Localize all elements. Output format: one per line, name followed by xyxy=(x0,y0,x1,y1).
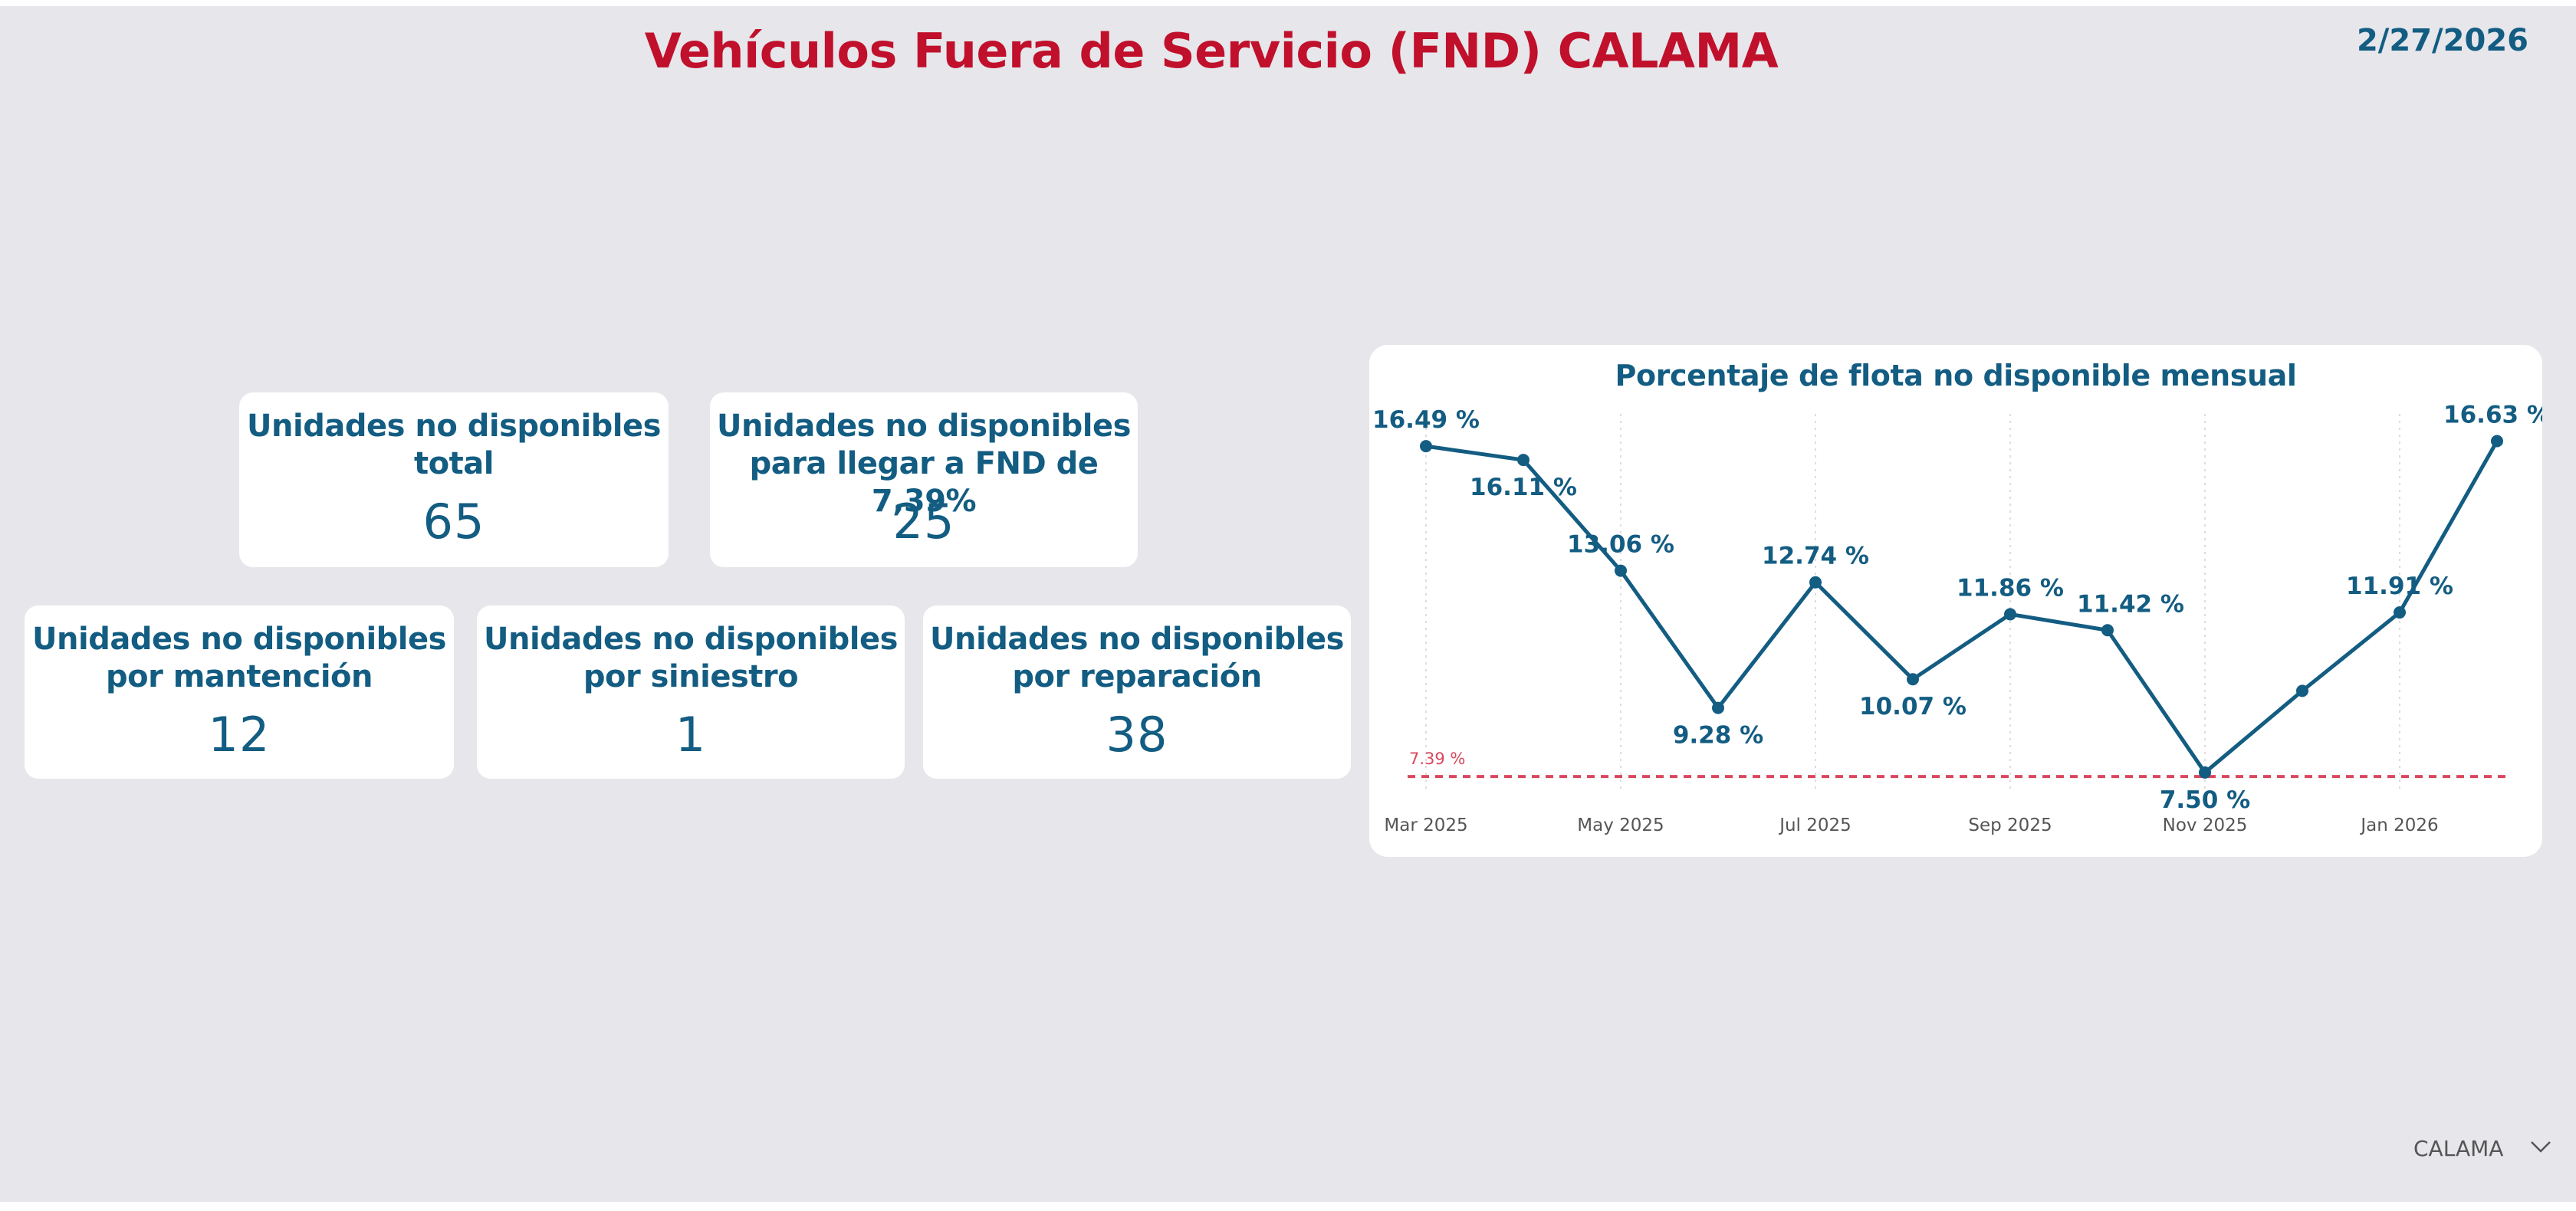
kpi-card-total[interactable]: Unidades no disponibles total 65 xyxy=(239,392,669,567)
data-label: 9.28 % xyxy=(1673,722,1763,750)
kpi-label: Unidades no disponibles para llegar a FN… xyxy=(717,409,1131,519)
kpi-label: Unidades no disponibles por siniestro xyxy=(484,622,898,694)
data-point xyxy=(1712,701,1724,714)
x-tick-label: May 2025 xyxy=(1577,816,1664,835)
data-point xyxy=(1420,440,1432,453)
data-point xyxy=(2491,435,2503,448)
data-point xyxy=(2101,624,2114,637)
data-point xyxy=(2394,606,2406,619)
x-tick-label: Jan 2026 xyxy=(2359,816,2438,835)
x-tick-label: Nov 2025 xyxy=(2163,816,2248,835)
data-label: 10.07 % xyxy=(1859,693,1967,720)
data-point xyxy=(2296,684,2308,697)
chevron-down-icon[interactable] xyxy=(2528,1137,2553,1156)
data-label: 16.49 % xyxy=(1372,406,1480,434)
data-label: 11.42 % xyxy=(2077,590,2184,618)
data-point xyxy=(1517,454,1530,467)
data-point xyxy=(2199,766,2211,779)
data-label: 11.91 % xyxy=(2346,573,2453,600)
data-label: 13.06 % xyxy=(1567,531,1674,559)
kpi-value: 12 xyxy=(208,707,271,763)
line-chart-svg: 7.39 % 16.49 % 16.11 % 13.06 % 9.28 % 12.74 %… xyxy=(1372,402,2542,835)
kpi-label: Unidades no disponibles total xyxy=(247,409,661,481)
chart-title: Porcentaje de flota no disponible mensua… xyxy=(1615,359,2297,392)
x-tick-label: Jul 2025 xyxy=(1778,816,1852,835)
monthly-unavailable-chart[interactable]: Porcentaje de flota no disponible mensua… xyxy=(1369,345,2542,857)
report-canvas: Vehículos Fuera de Servicio (FND) CALAMA… xyxy=(0,6,2576,1202)
kpi-value: 1 xyxy=(675,707,707,763)
series-line xyxy=(1425,440,2499,775)
kpi-label: Unidades no disponibles por mantención xyxy=(32,622,446,694)
data-point xyxy=(1907,673,1919,686)
kpi-value: 65 xyxy=(422,494,485,550)
kpi-value: 25 xyxy=(892,494,955,550)
page-title: Vehículos Fuera de Servicio (FND) CALAMA xyxy=(644,23,1779,79)
city-slicer[interactable]: CALAMA xyxy=(2400,1130,2553,1168)
report-date: 2/27/2026 xyxy=(2356,23,2528,58)
slicer-value: CALAMA xyxy=(2413,1136,2504,1161)
data-label: 16.11 % xyxy=(1470,474,1577,501)
kpi-card-to-target[interactable]: Unidades no disponibles para llegar a FN… xyxy=(710,392,1138,567)
x-tick-label: Mar 2025 xyxy=(1384,816,1467,835)
kpi-card-maintenance[interactable]: Unidades no disponibles por mantención 1… xyxy=(25,606,454,779)
data-label: 11.86 % xyxy=(1957,574,2064,602)
data-point xyxy=(1809,576,1822,589)
data-label: 16.63 % xyxy=(2443,402,2542,429)
data-point xyxy=(2004,608,2016,621)
data-label: 12.74 % xyxy=(1762,543,1869,570)
reference-label: 7.39 % xyxy=(1409,750,1465,768)
kpi-card-accident[interactable]: Unidades no disponibles por siniestro 1 xyxy=(477,606,905,779)
kpi-card-repair[interactable]: Unidades no disponibles por reparación 3… xyxy=(923,606,1351,779)
x-tick-label: Sep 2025 xyxy=(1968,816,2052,835)
data-label: 7.50 % xyxy=(2160,786,2250,814)
kpi-value: 38 xyxy=(1106,707,1168,763)
data-point xyxy=(1615,564,1627,577)
kpi-label: Unidades no disponibles por reparación xyxy=(930,622,1344,694)
